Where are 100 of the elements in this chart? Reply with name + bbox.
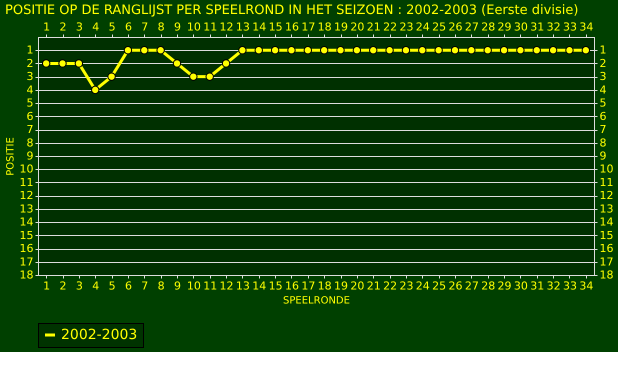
x2-tick-label: 14 [252, 280, 266, 292]
x-tick-label: 13 [236, 20, 250, 34]
x-tick-label: 22 [383, 20, 398, 34]
x2-tick-label: 3 [76, 280, 83, 292]
x2-tick-label: 19 [334, 280, 348, 292]
point [467, 46, 476, 54]
x-tick-label: 20 [350, 20, 364, 34]
y-tick-label: 14 [20, 216, 34, 229]
x-tick-label: 31 [530, 20, 544, 34]
x2-tick-label: 12 [220, 280, 234, 292]
point [500, 46, 508, 54]
y2-tick-label: 8 [600, 136, 606, 150]
y-tick-label: 10 [20, 162, 34, 176]
point [74, 59, 84, 68]
x2-tick-label: 26 [448, 280, 462, 292]
x2-tick-label: 21 [366, 280, 381, 292]
point [516, 46, 525, 54]
x-tick-label: 21 [366, 20, 381, 34]
y-tick-label: 13 [20, 202, 34, 216]
point [42, 59, 50, 68]
x-tick-label: 10 [186, 20, 201, 34]
point [484, 46, 492, 54]
point [548, 46, 558, 54]
x-tick-label: 24 [416, 20, 430, 34]
x2-tick-label: 10 [186, 280, 201, 292]
x-tick-label: 9 [174, 20, 181, 34]
point [206, 72, 214, 81]
y-tick-label: 7 [26, 123, 34, 136]
y2-tick-label: 2 [600, 56, 606, 70]
x-tick-label: 1 [43, 20, 50, 34]
point [270, 46, 280, 54]
x-tick-label: 4 [92, 20, 100, 34]
y2-tick-label: 14 [600, 216, 614, 229]
y2-tick-label: 13 [600, 202, 614, 216]
y2-tick-label: 17 [600, 255, 614, 268]
x-tick-label: 27 [464, 20, 479, 34]
y2-tick-label: 5 [600, 96, 606, 110]
point [418, 46, 426, 54]
x-tick-label: 32 [546, 20, 561, 34]
x2-tick-label: 4 [92, 280, 100, 292]
x-tick-label: 28 [481, 20, 496, 34]
point [189, 72, 198, 81]
point [304, 46, 312, 54]
x2-tick-label: 29 [498, 280, 512, 292]
x2-tick-label: 2 [60, 280, 67, 292]
legend-label: 2002-2003 [61, 327, 138, 343]
point [287, 46, 296, 54]
x-tick-label: 3 [76, 20, 83, 34]
x-tick-label: 17 [301, 20, 316, 34]
x-tick-label: 19 [334, 20, 348, 34]
x2-tick-label: 32 [546, 280, 561, 292]
x2-tick-label: 5 [108, 280, 116, 292]
x-tick-label: 33 [562, 20, 577, 34]
y2-tick-label: 7 [600, 123, 606, 136]
point [254, 46, 263, 54]
y2-tick-label: 12 [600, 189, 614, 202]
x2-tick-label: 31 [530, 280, 544, 292]
point [58, 59, 67, 68]
y2-tick-label: 3 [600, 70, 606, 84]
x2-tick-label: 34 [579, 280, 594, 292]
x-tick-label: 30 [514, 20, 528, 34]
x2-tick-label: 18 [318, 280, 332, 292]
y-tick-label: 16 [20, 242, 34, 256]
x2-tick-label: 25 [432, 280, 446, 292]
x2-tick-label: 27 [464, 280, 479, 292]
x-tick-label: 29 [498, 20, 512, 34]
x2-tick-label: 16 [284, 280, 299, 292]
point [222, 59, 230, 68]
y2-tick-label: 16 [600, 242, 614, 256]
x-tick-label: 16 [284, 20, 299, 34]
x2-tick-label: 11 [203, 280, 218, 292]
point [434, 46, 443, 54]
point [91, 86, 100, 94]
point [140, 46, 148, 54]
point [450, 46, 460, 54]
y-tick-label: 18 [20, 268, 34, 282]
y-tick-label: 15 [20, 228, 34, 242]
x-tick-label: 8 [158, 20, 165, 34]
x-tick-label: 25 [432, 20, 446, 34]
y2-tick-label: 4 [600, 83, 606, 96]
point [320, 46, 328, 54]
x-tick-label: 26 [448, 20, 462, 34]
x2-tick-label: 8 [158, 280, 165, 292]
x2-tick-label: 24 [416, 280, 430, 292]
x-axis-title: SPEELRONDE [283, 296, 350, 306]
y2-tick-label: 1 [600, 44, 606, 57]
y-tick-label: 8 [26, 136, 34, 150]
y-tick-label: 6 [26, 110, 34, 123]
x2-tick-label: 1 [43, 280, 50, 292]
x2-tick-label: 23 [399, 280, 414, 292]
x-tick-label: 11 [203, 20, 218, 34]
x2-tick-label: 13 [236, 280, 250, 292]
y-tick-label: 2 [26, 56, 34, 70]
point [156, 46, 165, 54]
point [402, 46, 410, 54]
y-tick-label: 11 [20, 176, 34, 189]
x2-tick-label: 22 [383, 280, 398, 292]
y2-tick-label: 6 [600, 110, 606, 123]
point [532, 46, 541, 54]
y2-tick-label: 9 [600, 150, 606, 162]
